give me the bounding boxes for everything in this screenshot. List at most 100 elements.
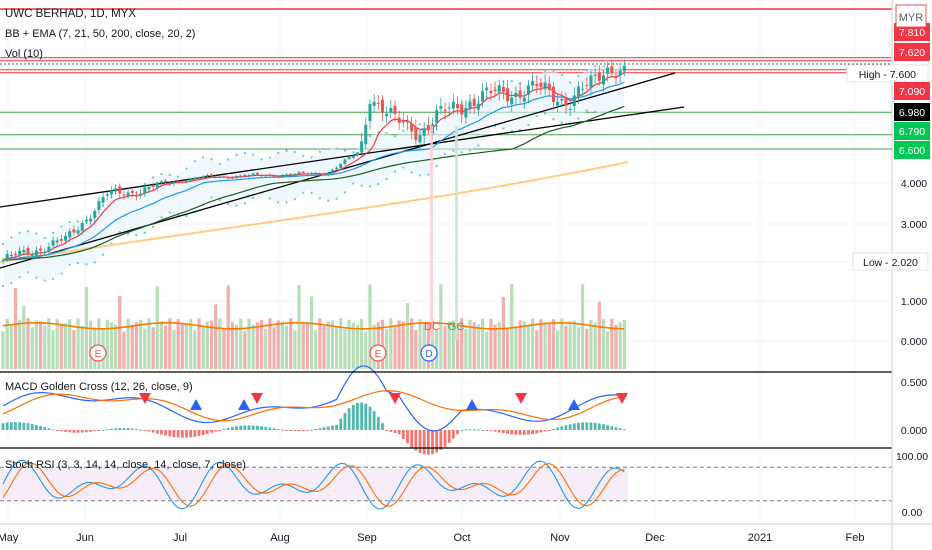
candle-body [414, 127, 418, 140]
candle-body [364, 124, 368, 145]
macd-histogram-bar [197, 430, 201, 437]
macd-histogram-bar [168, 430, 172, 437]
macd-histogram-bar [14, 422, 17, 430]
candle-body [322, 173, 326, 175]
macd-histogram-bar [360, 402, 364, 430]
ema50-line [2, 105, 625, 261]
candle-body [514, 92, 518, 98]
bollinger-lower-dot [93, 261, 96, 264]
bollinger-upper-dot [235, 153, 238, 157]
volume-bar [497, 322, 501, 369]
candle-body [351, 155, 355, 158]
macd-histogram-bar [331, 425, 334, 430]
time-axis[interactable]: May Jun Jul Aug Sep Oct Nov Dec 2021 Feb [0, 532, 864, 544]
macd-legend[interactable]: MACD Golden Cross (12, 26, close, 9) [5, 381, 193, 393]
bollinger-upper-dot [385, 132, 388, 135]
bollinger-upper-dot [343, 149, 347, 152]
macd-cross-up-marker [190, 399, 202, 410]
bollinger-lower-dot [460, 151, 463, 154]
macd-histogram-bar [614, 427, 618, 430]
price-tag-label: Low - 2.020 [863, 257, 918, 269]
bollinger-upper-dot [585, 69, 588, 72]
bollinger-lower-dot [443, 152, 447, 156]
candle-body [201, 176, 205, 179]
macd-histogram-bar [322, 427, 326, 430]
macd-histogram-bar [385, 430, 389, 431]
volume-bar [155, 286, 159, 369]
macd-histogram-bar [318, 428, 322, 430]
bollinger-lower-dot [585, 109, 588, 112]
macd-histogram-bar [97, 430, 101, 431]
macd-histogram-bar [447, 430, 451, 443]
volume-bar [451, 320, 455, 369]
stoch-rsi-pane [0, 459, 892, 510]
candle-body [389, 108, 393, 113]
bollinger-upper-dot [151, 176, 155, 179]
macd-histogram-bar [306, 430, 309, 431]
volume-bar [255, 322, 259, 369]
volume-bar [455, 327, 460, 369]
candle-body [593, 74, 597, 76]
candle-body [476, 103, 480, 110]
bollinger-upper-dot [602, 65, 605, 68]
volume-bar [47, 318, 51, 369]
macd-histogram-bar [522, 430, 526, 435]
bollinger-upper-dot [43, 236, 46, 240]
candle-body [268, 174, 272, 176]
candle-body [55, 240, 59, 243]
macd-histogram-bar [72, 430, 76, 433]
macd-cross-down-marker [515, 393, 527, 404]
macd-histogram-bar [85, 430, 88, 433]
bollinger-lower-dot [18, 275, 21, 279]
macd-histogram-bar [210, 430, 213, 433]
bb-ema-legend[interactable]: BB + EMA (7, 21, 50, 200, close, 20, 2) [5, 28, 195, 40]
volume-bar [5, 318, 9, 369]
macd-histogram-bar [205, 430, 209, 434]
bollinger-lower-dot [593, 110, 597, 113]
golden-cross-label: GC [448, 321, 465, 333]
price-tag-background [846, 64, 929, 83]
bollinger-upper-dot [218, 162, 222, 166]
macd-histogram-bar [406, 430, 409, 444]
bollinger-lower-dot [527, 123, 530, 127]
macd-histogram-bar [401, 430, 405, 439]
volume-bar [385, 328, 389, 369]
volume-bar [147, 318, 151, 369]
volume-bar [80, 325, 84, 369]
bollinger-lower-dot [43, 279, 46, 282]
candle-body [464, 107, 468, 118]
volume-legend[interactable]: Vol (10) [5, 48, 43, 60]
macd-histogram-bar [597, 423, 601, 430]
macd-histogram-bar [264, 426, 268, 430]
stoch-band [0, 467, 628, 501]
macd-histogram-bar [297, 430, 301, 431]
stoch-legend[interactable]: Stoch RSI (3, 3, 14, 14, close, 14, clos… [5, 459, 246, 471]
candle-body [314, 172, 318, 174]
volume-bar [184, 323, 189, 369]
volume-bar [472, 322, 476, 369]
candle-body [243, 174, 247, 177]
volume-bar [222, 328, 226, 369]
candle-body [214, 176, 218, 178]
price-axis[interactable]: 4.0003.0002.0001.0000.0000.5000.000100.0… [846, 23, 930, 519]
volume-bar [439, 284, 443, 369]
volume-bar [343, 328, 347, 369]
volume-bar [234, 324, 239, 369]
volume-bar [393, 327, 397, 369]
currency-badge[interactable] [895, 4, 927, 28]
candle-body [14, 253, 18, 256]
candle-body [318, 173, 322, 175]
bollinger-lower-dot [410, 171, 413, 174]
bollinger-upper-dot [1, 242, 5, 246]
volume-bar [26, 318, 30, 369]
bollinger-band [1, 59, 625, 288]
volume-bar [51, 330, 55, 369]
candle-body [264, 175, 268, 177]
macd-cross-down-marker [389, 393, 401, 404]
macd-histogram-bar [443, 430, 447, 447]
candle-body [5, 254, 9, 259]
macd-histogram-bar [506, 430, 509, 434]
bollinger-lower-dot [543, 112, 547, 115]
volume-bar [68, 319, 72, 369]
macd-histogram-bar [34, 424, 38, 430]
